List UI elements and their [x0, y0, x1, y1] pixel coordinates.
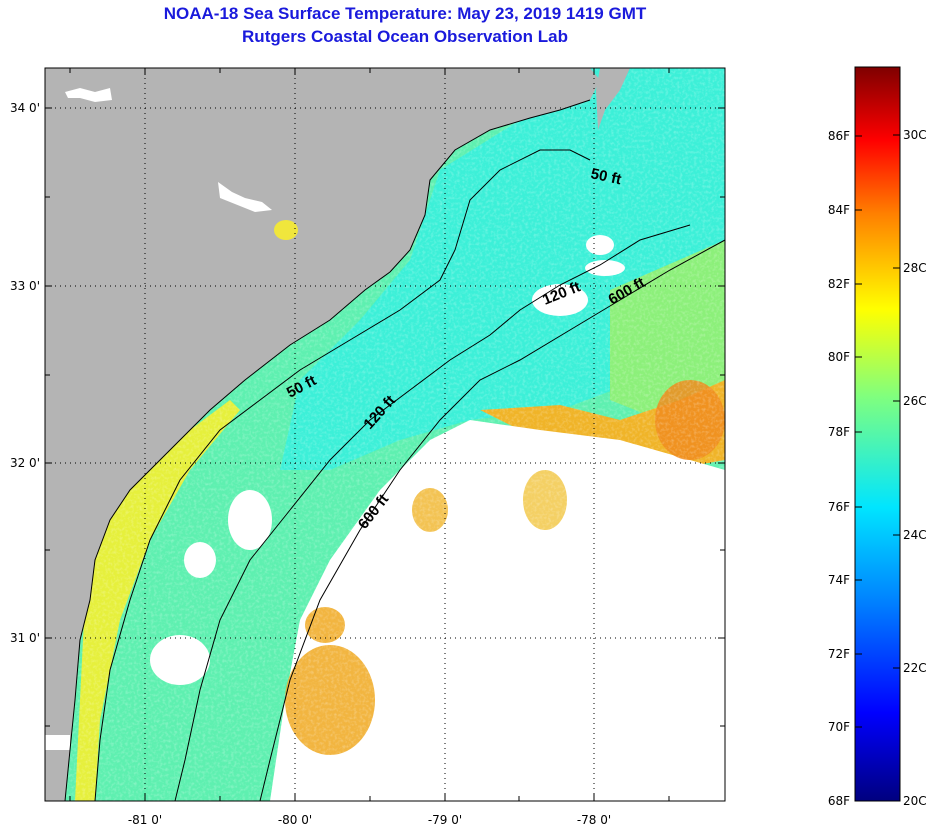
- colorbar-c-labels: 30C 28C 26C 24C 22C 20C: [903, 128, 927, 808]
- lon-label: -80 0': [278, 813, 312, 827]
- lon-label: -78 0': [577, 813, 611, 827]
- lat-label: 34 0': [10, 101, 40, 115]
- lat-label: 31 0': [10, 631, 40, 645]
- lake: [218, 182, 272, 212]
- colorbar-label-f: 78F: [828, 425, 850, 439]
- coastline: [64, 99, 591, 801]
- map-subtitle: Rutgers Coastal Ocean Observation Lab: [242, 27, 568, 46]
- colorbar-label-f: 68F: [828, 794, 850, 808]
- colorbar-label-f: 84F: [828, 203, 850, 217]
- axis-ticks: [45, 68, 725, 801]
- contour-600ft: [259, 239, 725, 801]
- colorbar: [854, 66, 901, 802]
- colorbar-label-c: 20C: [903, 794, 927, 808]
- lon-label: -79 0': [428, 813, 462, 827]
- colorbar-label-f: 70F: [828, 720, 850, 734]
- colorbar-label-c: 24C: [903, 528, 927, 542]
- colorbar-label-f: 76F: [828, 500, 850, 514]
- colorbar-label-c: 30C: [903, 128, 927, 142]
- colorbar-label-f: 80F: [828, 350, 850, 364]
- lake: [274, 220, 298, 240]
- colorbar-label-f: 74F: [828, 573, 850, 587]
- map-title: NOAA-18 Sea Surface Temperature: May 23,…: [163, 4, 647, 23]
- colorbar-label-c: 26C: [903, 394, 927, 408]
- lat-label: 33 0': [10, 279, 40, 293]
- colorbar-label-f: 86F: [828, 129, 850, 143]
- colorbar-label-f: 82F: [828, 277, 850, 291]
- colorbar-label-c: 22C: [903, 661, 927, 675]
- map-frame: [44, 67, 726, 802]
- lon-label: -81 0': [128, 813, 162, 827]
- map-area: 50 ft 120 ft 600 ft 50 ft 120 ft 600 ft: [45, 68, 725, 801]
- graticule: [45, 68, 725, 801]
- colorbar-f-labels: 86F 84F 82F 80F 78F 76F 74F 72F 70F 68F: [828, 129, 850, 808]
- land: [45, 68, 600, 801]
- colorbar-label-c: 28C: [903, 261, 927, 275]
- contour-label: 50 ft: [589, 165, 623, 188]
- contour-120ft: [174, 224, 691, 801]
- land-ne: [596, 68, 630, 130]
- lake: [45, 735, 70, 750]
- lake: [65, 88, 112, 102]
- colorbar-label-f: 72F: [828, 647, 850, 661]
- colorbar-ticks: [855, 134, 900, 728]
- lat-label: 32 0': [10, 456, 40, 470]
- contour-50ft: [94, 149, 591, 801]
